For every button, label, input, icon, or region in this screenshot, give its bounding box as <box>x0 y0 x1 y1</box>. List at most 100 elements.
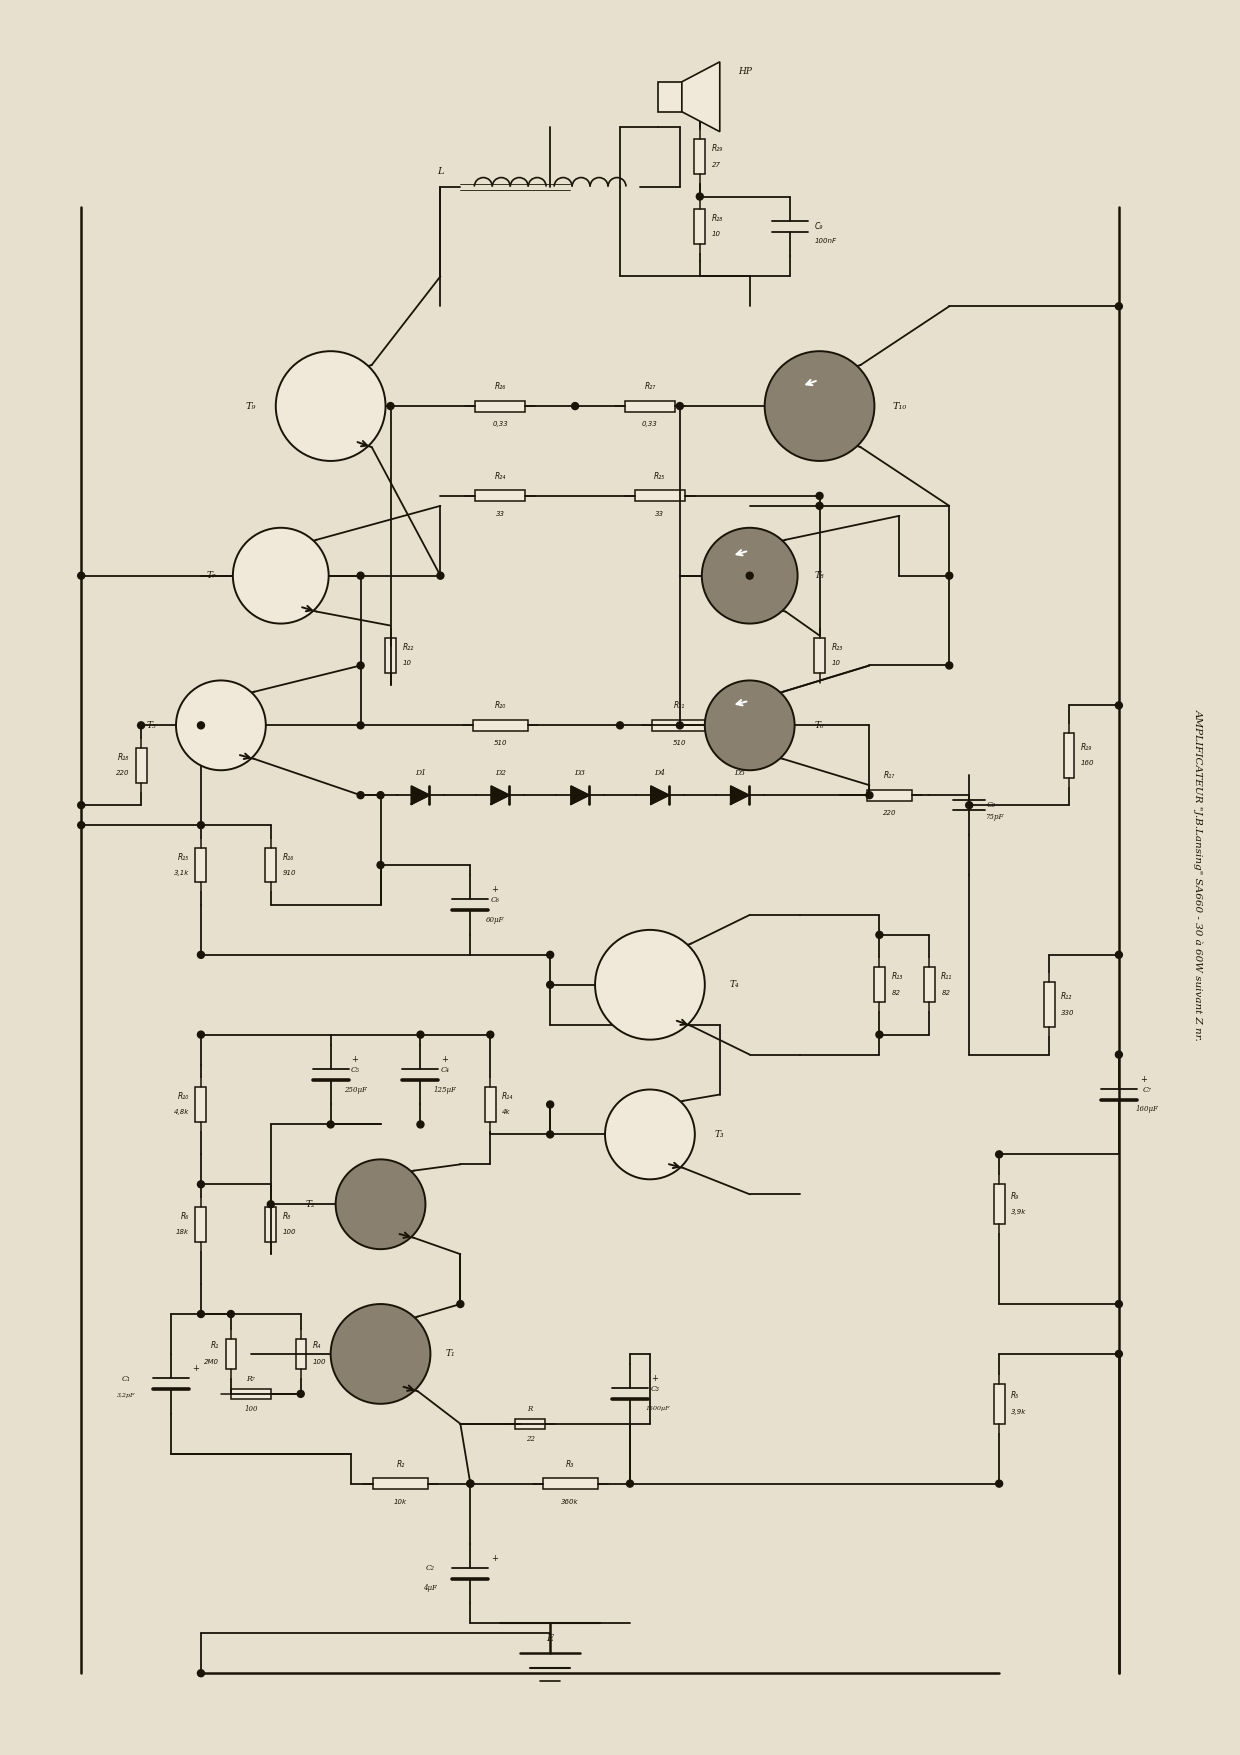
Text: +: + <box>441 1055 449 1064</box>
Bar <box>295 1339 306 1369</box>
Text: +: + <box>1140 1076 1147 1085</box>
Text: HP: HP <box>738 67 751 75</box>
Circle shape <box>946 662 952 669</box>
Circle shape <box>357 721 365 728</box>
Text: 33: 33 <box>496 511 505 516</box>
Circle shape <box>197 1311 205 1318</box>
Text: 360k: 360k <box>562 1499 579 1504</box>
Circle shape <box>1116 951 1122 958</box>
Bar <box>373 1478 428 1490</box>
Circle shape <box>456 1300 464 1307</box>
Circle shape <box>765 351 874 462</box>
Circle shape <box>595 930 704 1039</box>
Circle shape <box>996 1151 1003 1158</box>
Circle shape <box>966 802 972 809</box>
Polygon shape <box>572 786 589 804</box>
Text: T₈: T₈ <box>815 570 825 581</box>
Circle shape <box>357 572 365 579</box>
Bar <box>196 1086 206 1121</box>
Circle shape <box>676 721 683 728</box>
Circle shape <box>1116 1300 1122 1307</box>
Circle shape <box>875 1032 883 1039</box>
Text: 125μF: 125μF <box>434 1086 456 1093</box>
Circle shape <box>816 502 823 509</box>
Polygon shape <box>682 61 719 132</box>
Text: 220: 220 <box>115 770 129 776</box>
Text: R₂₈: R₂₈ <box>712 214 723 223</box>
Bar <box>475 490 526 502</box>
Text: 22: 22 <box>526 1436 534 1443</box>
Text: C₉: C₉ <box>815 221 823 232</box>
Text: +: + <box>491 886 498 895</box>
Text: R₁₀: R₁₀ <box>177 1092 188 1100</box>
Text: R₁₂: R₁₂ <box>1061 992 1073 1002</box>
Text: 4,8k: 4,8k <box>174 1109 188 1116</box>
Circle shape <box>268 1200 274 1207</box>
Polygon shape <box>730 786 749 804</box>
Text: R₂₇: R₂₇ <box>645 383 656 391</box>
Circle shape <box>331 1304 430 1404</box>
Circle shape <box>746 572 753 579</box>
Bar <box>694 139 706 174</box>
Text: T₄: T₄ <box>730 981 739 990</box>
Text: T₁₀: T₁₀ <box>893 402 906 411</box>
Text: 3,9k: 3,9k <box>1011 1409 1027 1415</box>
Text: R₁₉: R₁₉ <box>1081 742 1092 751</box>
Text: R₁₅: R₁₅ <box>177 853 188 862</box>
Bar <box>625 400 675 411</box>
Bar <box>485 1086 496 1121</box>
Text: 510: 510 <box>673 741 687 746</box>
Text: +: + <box>352 1055 358 1064</box>
Circle shape <box>487 1032 494 1039</box>
Text: R₁₈: R₁₈ <box>118 753 129 762</box>
Circle shape <box>387 402 394 409</box>
Text: C₃: C₃ <box>651 1385 660 1393</box>
Text: C₅: C₅ <box>351 1065 360 1074</box>
Bar <box>543 1478 598 1490</box>
Text: R₁₁: R₁₁ <box>941 972 952 981</box>
Circle shape <box>946 572 952 579</box>
Bar <box>924 967 935 1002</box>
Bar <box>231 1388 270 1399</box>
Text: R₄: R₄ <box>312 1341 321 1350</box>
Circle shape <box>78 821 84 828</box>
Bar <box>196 848 206 883</box>
Text: R₅: R₅ <box>1011 1392 1019 1400</box>
Text: R₁₇: R₁₇ <box>884 770 895 781</box>
Text: R₈: R₈ <box>283 1211 291 1221</box>
Circle shape <box>572 402 579 409</box>
Text: T₉: T₉ <box>246 402 255 411</box>
Text: R₃: R₃ <box>565 1460 574 1469</box>
Circle shape <box>875 932 883 939</box>
Text: C₆: C₆ <box>491 897 500 904</box>
Circle shape <box>547 981 553 988</box>
Text: T₂: T₂ <box>306 1200 315 1209</box>
Circle shape <box>197 951 205 958</box>
Polygon shape <box>412 786 429 804</box>
Text: 10: 10 <box>832 660 841 667</box>
Text: 3,2pF: 3,2pF <box>117 1393 135 1399</box>
Text: R₂₁: R₂₁ <box>675 702 686 711</box>
Text: 100nF: 100nF <box>815 239 837 244</box>
Circle shape <box>197 721 205 728</box>
Circle shape <box>197 1181 205 1188</box>
Text: +: + <box>491 1553 498 1564</box>
Text: R₇: R₇ <box>247 1374 255 1383</box>
Circle shape <box>233 528 329 623</box>
Circle shape <box>78 802 84 809</box>
Text: D1: D1 <box>415 769 427 777</box>
Text: T₇: T₇ <box>206 570 216 581</box>
Circle shape <box>1116 304 1122 311</box>
Text: R₉: R₉ <box>1011 1192 1019 1200</box>
Circle shape <box>996 1479 1003 1486</box>
Bar <box>386 639 396 672</box>
Circle shape <box>616 721 624 728</box>
Text: 27: 27 <box>712 161 720 167</box>
Text: C₁: C₁ <box>122 1374 130 1383</box>
Bar <box>1044 983 1054 1027</box>
Circle shape <box>327 1121 334 1128</box>
Text: +: + <box>192 1364 198 1374</box>
Text: R₁₃: R₁₃ <box>892 972 903 981</box>
Text: 60μF: 60μF <box>486 916 505 923</box>
Text: T₅: T₅ <box>146 721 156 730</box>
